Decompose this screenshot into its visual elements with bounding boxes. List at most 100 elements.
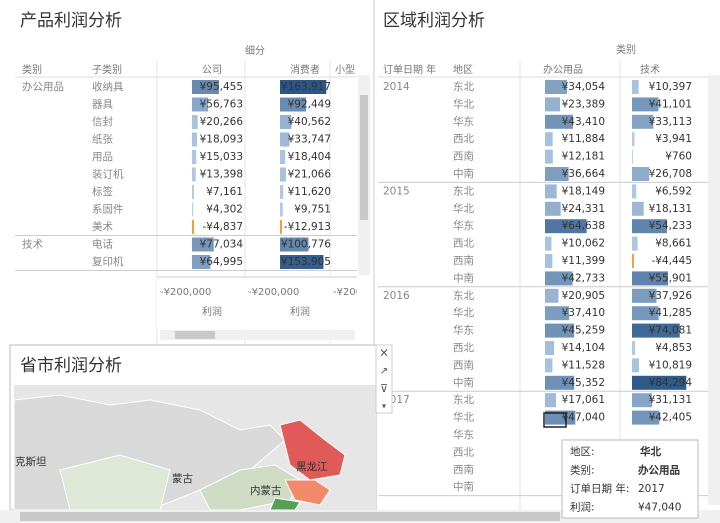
scroll-thumb[interactable]	[20, 512, 560, 521]
goto-icon[interactable]: ↗	[380, 366, 388, 377]
cell-value: ¥6,592	[655, 185, 692, 197]
region: 中南	[453, 271, 474, 284]
subcategory: 系固件	[92, 204, 124, 216]
cell-value: ¥4,302	[206, 204, 243, 216]
bar	[280, 97, 307, 112]
cell-value: ¥54,233	[649, 220, 692, 232]
region: 西南	[453, 358, 474, 371]
cell-value: ¥15,033	[200, 151, 243, 163]
region: 东北	[453, 289, 474, 302]
cell-value: ¥18,149	[562, 185, 605, 197]
bar	[280, 255, 324, 269]
region: 华东	[453, 115, 474, 128]
bar	[192, 202, 194, 217]
panel-title: 省市利润分析	[20, 356, 122, 376]
cell-value: ¥10,062	[562, 238, 605, 250]
cell-value: ¥20,905	[562, 290, 605, 302]
bar	[545, 358, 553, 373]
bar	[632, 288, 657, 303]
cell-value: ¥36,664	[562, 168, 606, 180]
filter-icon[interactable]: ⊽	[380, 382, 388, 395]
region: 西南	[453, 254, 474, 267]
bar	[632, 184, 637, 199]
column-header: 子类别	[92, 63, 122, 76]
bar	[632, 80, 639, 94]
cell-value: ¥42,733	[562, 272, 605, 284]
h-scrollbar[interactable]	[160, 330, 355, 340]
bar	[280, 115, 292, 129]
bar	[545, 323, 575, 338]
tooltip-box	[561, 439, 699, 519]
cell-value: ¥23,389	[562, 98, 605, 110]
panel-title: 产品利润分析	[20, 11, 122, 31]
region: 华东	[453, 428, 474, 441]
cell-value: ¥26,708	[649, 168, 692, 180]
bar	[545, 306, 570, 321]
cell-value: ¥10,397	[649, 81, 692, 93]
cell-value: ¥55,901	[649, 272, 692, 284]
map	[14, 385, 376, 510]
cell-value: ¥42,405	[649, 412, 692, 424]
cell-value: ¥11,884	[562, 133, 606, 145]
subcategory: 电话	[92, 238, 113, 251]
subcategory: 标签	[92, 185, 113, 198]
bar	[545, 288, 559, 303]
bar	[192, 115, 198, 129]
region: 华北	[453, 202, 474, 215]
cell-value: -¥4,837	[202, 221, 243, 233]
subcategory: 收纳具	[92, 80, 124, 93]
v-scrollbar[interactable]	[708, 75, 720, 505]
bar	[545, 149, 553, 164]
bar	[192, 185, 195, 199]
scroll-thumb[interactable]	[360, 95, 368, 220]
tooltip-value: 华北	[640, 445, 661, 458]
header: 类别	[616, 43, 636, 56]
bar	[192, 80, 219, 94]
bar	[545, 114, 573, 129]
column-header: 办公用品	[543, 63, 583, 76]
bar	[632, 167, 650, 181]
cell-value: ¥77,034	[200, 239, 244, 251]
cell-value: ¥18,131	[649, 203, 692, 215]
region: 中南	[453, 167, 474, 180]
bar	[192, 150, 197, 164]
column-header: 技术	[640, 63, 660, 76]
bar	[632, 271, 669, 286]
cell-value: ¥153,905	[281, 256, 331, 268]
bar	[632, 236, 638, 251]
category: 技术	[22, 238, 43, 251]
bar	[632, 375, 687, 390]
cell-value: ¥40,562	[288, 116, 331, 128]
cell-value: ¥11,528	[562, 359, 605, 371]
bar	[280, 132, 290, 147]
bar	[545, 254, 553, 268]
cell-value: ¥17,061	[562, 394, 605, 406]
cell-value: ¥10,819	[649, 359, 692, 371]
map-label: 蒙古	[172, 472, 193, 485]
bar	[632, 132, 635, 147]
cell-value: ¥24,331	[562, 203, 605, 215]
cell-value: ¥95,455	[200, 81, 243, 93]
cell-value: ¥13,398	[200, 169, 243, 181]
cell-value: ¥9,751	[294, 204, 331, 216]
tooltip-value: 办公用品	[638, 464, 680, 477]
region: 西北	[453, 446, 474, 458]
region: 华北	[453, 411, 474, 424]
axis-tick-label: -¥200,000	[160, 287, 211, 298]
toolbar	[375, 344, 393, 414]
year: 2015	[383, 185, 410, 197]
axis-title: 利润	[290, 305, 310, 318]
scroll-thumb[interactable]	[175, 331, 215, 339]
cell-value: ¥34,054	[562, 81, 606, 93]
bar	[192, 167, 196, 182]
cell-value: ¥3,941	[655, 133, 692, 145]
close-icon[interactable]: ×	[379, 346, 389, 360]
bar	[632, 114, 654, 129]
region: 中南	[453, 480, 474, 493]
bar	[632, 393, 653, 408]
more-icon[interactable]: ▾	[382, 402, 386, 411]
cell-value: ¥18,093	[200, 134, 243, 146]
